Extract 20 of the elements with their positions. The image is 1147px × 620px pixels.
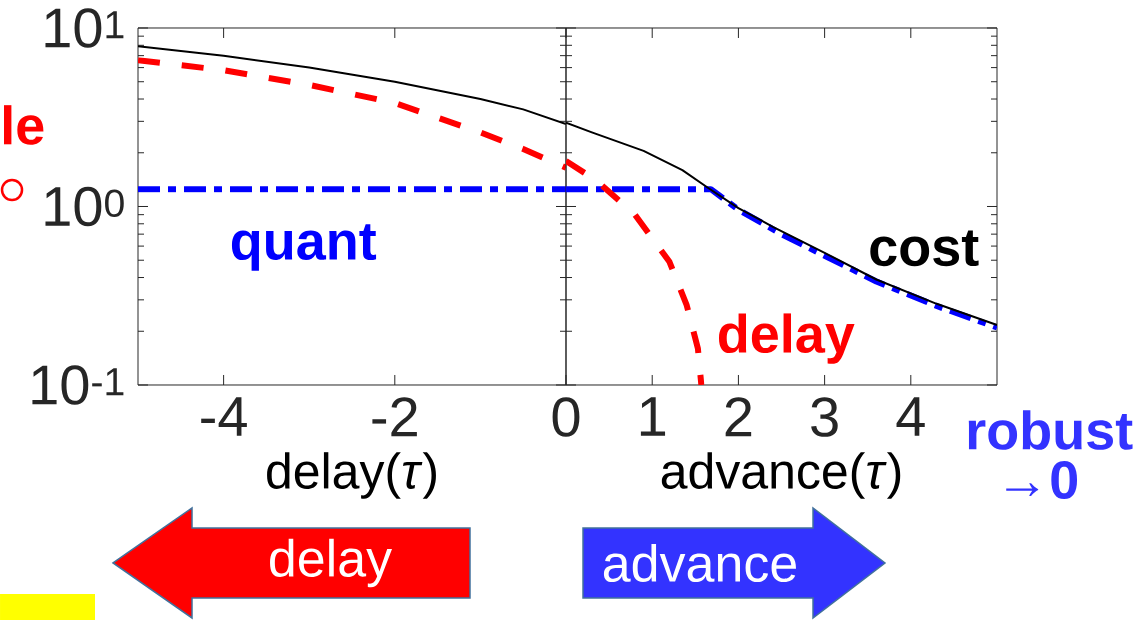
series-label: quant bbox=[231, 224, 377, 271]
x-axis-title: delay(τ) bbox=[267, 452, 436, 499]
x-tick-label: 2 bbox=[725, 397, 752, 437]
text: robust bbox=[968, 410, 1133, 450]
y-tick-label: 10$^{1}$ bbox=[45, 8, 124, 48]
y-tick-label: 10$^{0}$ bbox=[45, 186, 124, 227]
series-label: delay bbox=[718, 313, 855, 364]
x-tick-label: 0 bbox=[552, 397, 580, 437]
x-tick-label: -4 bbox=[201, 397, 247, 436]
x-tick-label: -2 bbox=[372, 397, 417, 437]
text: delay bbox=[270, 538, 393, 588]
x-tick-label: 3 bbox=[811, 397, 838, 437]
y-tick-label: 10$^{-1}$ bbox=[32, 365, 124, 405]
x-axis-title: advance(τ) bbox=[661, 452, 901, 499]
x-tick-label: 1 bbox=[640, 397, 666, 436]
series-label: cost bbox=[870, 230, 979, 267]
text: →0 bbox=[1006, 460, 1078, 500]
x-tick-label: 4 bbox=[896, 397, 925, 436]
text: le bbox=[3, 105, 44, 145]
text: advance bbox=[603, 543, 796, 583]
